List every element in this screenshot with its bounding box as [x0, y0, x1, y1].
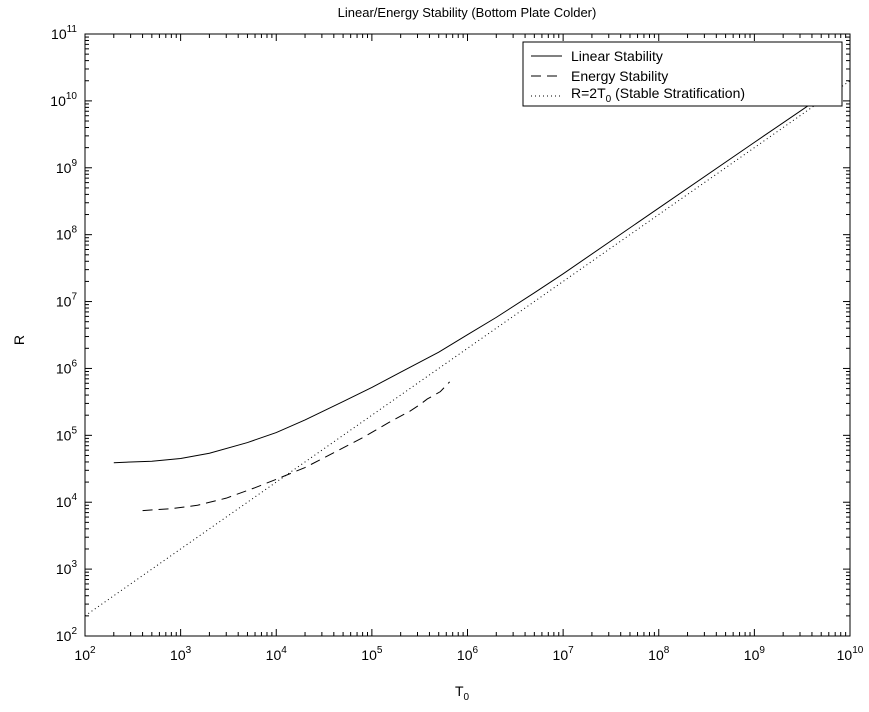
- legend-label-stratification-base: R=2T: [571, 85, 606, 101]
- chart-title: Linear/Energy Stability (Bottom Plate Co…: [338, 5, 597, 20]
- y-tick-label: 103: [56, 559, 78, 577]
- legend-label-energy: Energy Stability: [571, 68, 668, 84]
- x-axis-label-base: T: [455, 683, 464, 699]
- x-tick-label: 1010: [837, 645, 864, 663]
- series-energy-stability: [142, 381, 450, 512]
- x-tick-label: 108: [648, 645, 670, 663]
- y-tick-label: 102: [56, 626, 78, 644]
- y-axis-label: R: [11, 335, 27, 345]
- x-tick-label: 109: [744, 645, 766, 663]
- x-tick-label: 107: [553, 645, 575, 663]
- x-tick-label: 106: [457, 645, 479, 663]
- x-tick-label: 102: [74, 645, 96, 663]
- x-axis-label: T0: [455, 683, 470, 703]
- y-tick-label: 109: [56, 158, 78, 176]
- series-layer: [84, 80, 851, 617]
- y-axis: 102 103 104 105 106 107 108 109 1010 1011: [50, 24, 850, 644]
- legend-label-stratification-suffix: (Stable Stratification): [611, 85, 745, 101]
- legend-label-linear: Linear Stability: [571, 48, 663, 64]
- y-tick-label: 1010: [50, 91, 77, 109]
- legend-label-stratification-subscript: 0: [606, 94, 612, 105]
- y-tick-label: 104: [56, 492, 78, 510]
- y-tick-label: 107: [56, 292, 78, 310]
- y-tick-label: 106: [56, 358, 78, 376]
- x-axis-label-subscript: 0: [464, 692, 470, 703]
- legend-label-stratification: R=2T0 (Stable Stratification): [571, 85, 745, 105]
- x-tick-label: 105: [361, 645, 383, 663]
- legend: Linear Stability Energy Stability R=2T0 …: [522, 41, 843, 107]
- y-tick-label: 108: [56, 225, 78, 243]
- y-tick-label: 105: [56, 425, 78, 443]
- series-stable-stratification: [84, 80, 851, 617]
- x-tick-label: 103: [170, 645, 192, 663]
- x-axis: 102 103 104 105 106 107 108 109 1010: [74, 34, 864, 663]
- legend-box: [522, 41, 843, 107]
- series-linear-stability: [113, 96, 822, 464]
- x-tick-label: 104: [266, 645, 288, 663]
- y-tick-label: 1011: [51, 24, 77, 42]
